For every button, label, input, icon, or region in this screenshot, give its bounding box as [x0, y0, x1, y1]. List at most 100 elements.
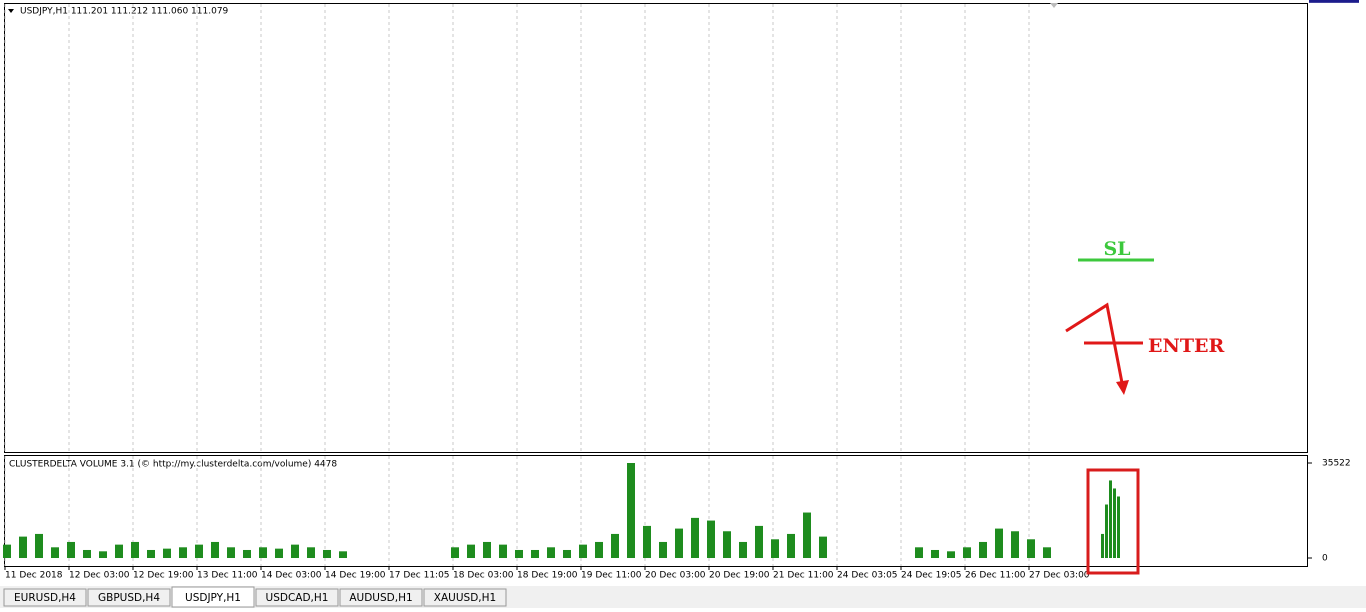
- volume-bar: [243, 549, 251, 559]
- volume-bar: [755, 525, 763, 559]
- tab-label: EURUSD,H4: [14, 592, 76, 604]
- volume-bar: [211, 541, 219, 559]
- volume-bar: [339, 551, 347, 559]
- volume-bar: [819, 536, 827, 559]
- tab-label: AUDUSD,H1: [349, 592, 412, 604]
- volume-bar: [627, 463, 635, 559]
- volume-bar: [483, 541, 491, 559]
- x-tick-label: 12 Dec 03:00: [69, 571, 130, 581]
- volume-bar: [227, 547, 235, 559]
- volume-bar: [195, 544, 203, 559]
- volume-bar: [563, 549, 571, 559]
- volume-bar: [659, 541, 667, 559]
- highlight-box: [1086, 468, 1140, 575]
- volume-bar: [515, 549, 523, 559]
- volume-bar: [1109, 480, 1112, 559]
- volume-bar: [35, 533, 43, 559]
- tab[interactable]: [171, 586, 255, 608]
- tab[interactable]: [423, 588, 507, 607]
- volume-bar: [1117, 496, 1120, 559]
- price-title: USDJPY,H1 111.201 111.212 111.060 111.07…: [20, 7, 229, 17]
- volume-bar: [803, 512, 811, 559]
- volume-bar: [595, 541, 603, 559]
- volume-bar: [771, 539, 779, 559]
- x-tick-label: 18 Dec 19:00: [517, 571, 578, 581]
- volume-bar: [547, 547, 555, 559]
- volume-bar: [675, 528, 683, 559]
- enter-label: ENTER: [1148, 335, 1224, 357]
- x-tick-label: 26 Dec 11:00: [965, 571, 1026, 581]
- volume-bar: [691, 517, 699, 559]
- volume-bar: [115, 544, 123, 559]
- volume-bar: [83, 549, 91, 559]
- tab[interactable]: [339, 588, 423, 607]
- volume-bar: [707, 520, 715, 559]
- volume-bar: [723, 531, 731, 559]
- tab-label: USDJPY,H1: [185, 592, 241, 604]
- volume-bar: [1113, 488, 1116, 559]
- annotations: SL ENTER: [1065, 238, 1224, 575]
- volume-title: CLUSTERDELTA VOLUME 3.1 (© http://my.clu…: [9, 460, 337, 470]
- y-tick-label: 35522: [1322, 459, 1351, 469]
- volume-bar: [531, 549, 539, 559]
- x-tick-label: 20 Dec 19:00: [709, 571, 770, 581]
- volume-bar: [931, 549, 939, 559]
- shift-marker: [1050, 3, 1058, 8]
- volume-bar: [787, 533, 795, 559]
- tab-label: USDCAD,H1: [266, 592, 329, 604]
- x-tick-label: 27 Dec 03:00: [1029, 571, 1090, 581]
- tab-label: XAUUSD,H1: [434, 592, 496, 604]
- x-tick-label: 24 Dec 03:05: [837, 571, 898, 581]
- volume-bar: [1105, 504, 1108, 559]
- volume-bar: [3, 544, 11, 559]
- volume-bar: [51, 547, 59, 559]
- volume-bar: [947, 551, 955, 559]
- y-tick-label: 0: [1322, 554, 1328, 564]
- volume-bar: [1101, 533, 1104, 559]
- volume-bar: [963, 547, 971, 559]
- tab[interactable]: [3, 588, 87, 607]
- x-tick-label: 19 Dec 11:00: [581, 571, 642, 581]
- sl-label: SL: [1103, 238, 1130, 260]
- x-tick-label: 12 Dec 19:00: [133, 571, 194, 581]
- volume-bar: [147, 549, 155, 559]
- volume-bar: [163, 548, 171, 559]
- volume-bar: [99, 551, 107, 559]
- volume-bar: [131, 541, 139, 559]
- volume-bar: [995, 528, 1003, 559]
- arrow-head: [1116, 380, 1129, 395]
- volume-bar: [307, 547, 315, 559]
- volume-bar: [451, 547, 459, 559]
- volume-bar: [979, 541, 987, 559]
- volume-bar: [915, 547, 923, 559]
- volume-bar: [259, 547, 267, 559]
- volume-bar: [275, 548, 283, 559]
- x-tick-label: 11 Dec 2018: [5, 571, 63, 581]
- tab[interactable]: [87, 588, 171, 607]
- x-tick-label: 13 Dec 11:00: [197, 571, 258, 581]
- x-tick-label: 14 Dec 03:00: [261, 571, 322, 581]
- volume-bar: [1027, 539, 1035, 559]
- x-tick-label: 17 Dec 11:05: [389, 571, 450, 581]
- level-tag: [1309, 0, 1359, 3]
- volume-bar: [643, 525, 651, 559]
- volume-bar: [19, 536, 27, 559]
- tab[interactable]: [255, 588, 339, 607]
- x-tick-label: 18 Dec 03:00: [453, 571, 514, 581]
- volume-bar: [291, 544, 299, 559]
- volume-bar: [323, 549, 331, 559]
- enter-arrow: [1065, 302, 1125, 389]
- menu-arrow[interactable]: [8, 9, 14, 13]
- volume-bar: [467, 544, 475, 559]
- level-label: 113.750: [1312, 0, 1349, 2]
- volume-bar: [579, 544, 587, 559]
- x-tick-label: 14 Dec 19:00: [325, 571, 386, 581]
- volume-bar: [67, 541, 75, 559]
- volume-bar: [499, 544, 507, 559]
- volume-bar: [1011, 531, 1019, 559]
- x-tick-label: 24 Dec 19:05: [901, 571, 962, 581]
- plot: 113.470113.190112.905112.620112.340112.0…: [3, 0, 1359, 581]
- x-tick-label: 21 Dec 11:00: [773, 571, 834, 581]
